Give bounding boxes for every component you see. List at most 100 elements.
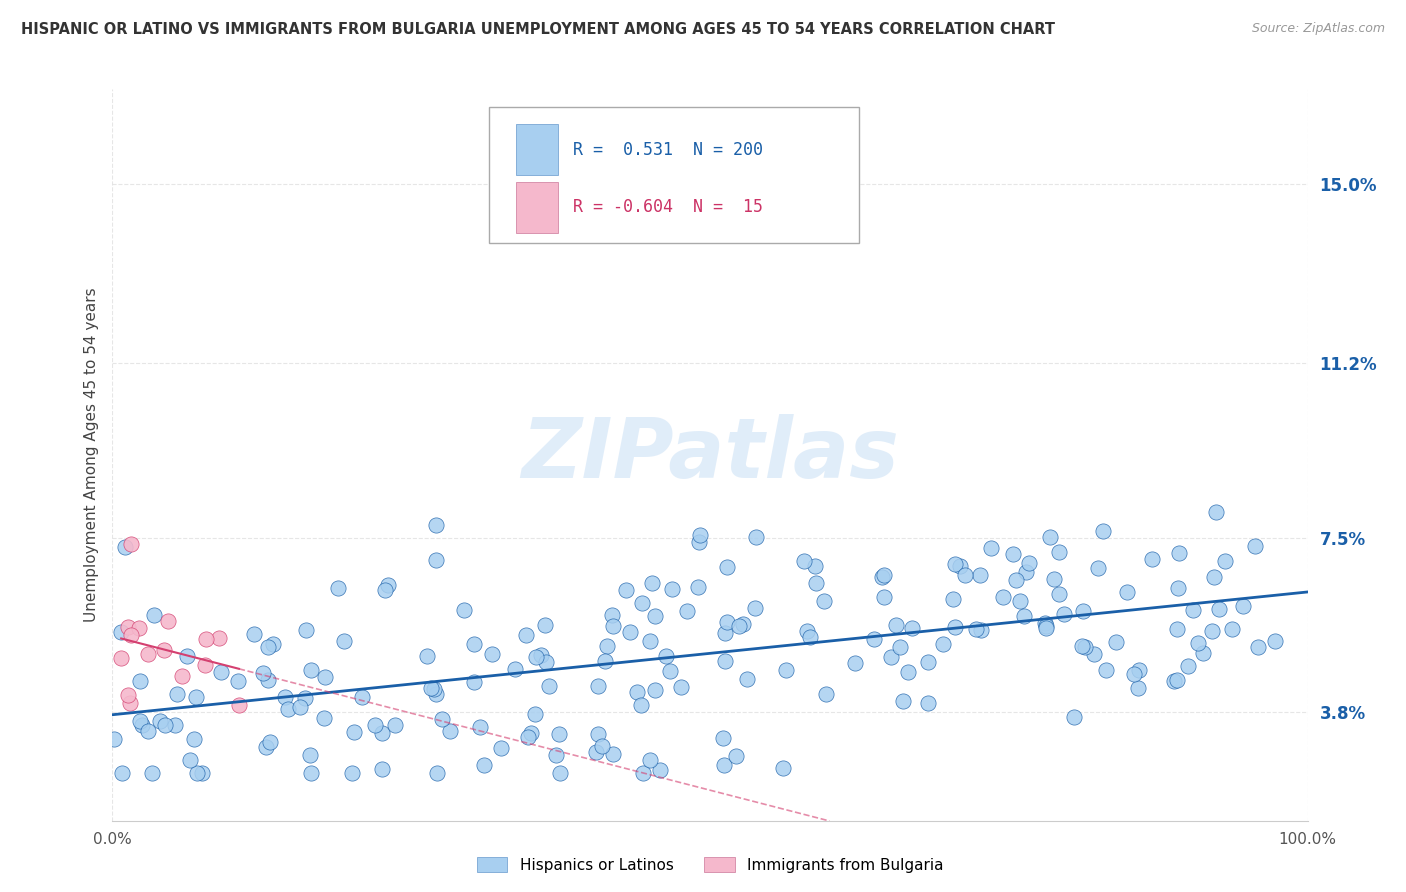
Point [1071, 639, 1094, 653]
Point [149, 714, 172, 729]
Point [631, 596, 654, 610]
Point [226, 673, 249, 688]
Point [170, 668, 193, 682]
Point [932, 637, 955, 651]
Point [1201, 624, 1223, 639]
Point [470, 720, 492, 734]
Point [714, 654, 737, 668]
Point [503, 662, 526, 676]
Point [1012, 609, 1035, 624]
Point [326, 581, 349, 595]
Point [1047, 545, 1070, 559]
Point [901, 620, 924, 634]
Point [166, 687, 188, 701]
Point [965, 622, 987, 636]
Point [980, 541, 1002, 555]
Point [277, 702, 299, 716]
Point [1005, 573, 1028, 587]
Point [745, 530, 768, 544]
Point [735, 672, 758, 686]
Point [103, 732, 125, 747]
Point [129, 674, 152, 689]
Point [195, 632, 218, 646]
Point [117, 620, 139, 634]
Point [1126, 681, 1149, 696]
Point [432, 712, 454, 726]
Point [208, 631, 231, 645]
Point [419, 681, 441, 695]
Point [256, 640, 278, 654]
Point [136, 647, 159, 661]
Point [1232, 599, 1254, 613]
Point [117, 688, 139, 702]
Point [641, 575, 664, 590]
Point [333, 634, 356, 648]
Point [1205, 505, 1227, 519]
Point [1140, 551, 1163, 566]
Point [191, 766, 214, 780]
Point [804, 559, 827, 574]
Point [873, 590, 896, 604]
Point [254, 740, 277, 755]
Point [676, 604, 699, 618]
Point [733, 617, 755, 632]
Point [1208, 602, 1230, 616]
Point [294, 690, 316, 705]
Point [813, 594, 835, 608]
Point [728, 619, 751, 633]
Point [714, 626, 737, 640]
Point [163, 718, 186, 732]
Point [775, 663, 797, 677]
Point [596, 640, 619, 654]
Point [314, 670, 336, 684]
Point [1053, 607, 1076, 621]
Point [312, 711, 335, 725]
Point [128, 714, 150, 729]
Point [591, 739, 613, 753]
Text: ZIPatlas: ZIPatlas [522, 415, 898, 495]
Point [252, 666, 274, 681]
Y-axis label: Unemployment Among Ages 45 to 54 years: Unemployment Among Ages 45 to 54 years [83, 287, 98, 623]
Point [534, 618, 557, 632]
Point [796, 624, 818, 639]
Point [295, 623, 318, 637]
Point [153, 642, 176, 657]
Point [588, 679, 610, 693]
Point [183, 732, 205, 747]
Point [1035, 619, 1057, 633]
Point [1192, 647, 1215, 661]
Point [1177, 659, 1199, 673]
Point [585, 745, 607, 759]
Point [157, 614, 180, 628]
Point [193, 658, 215, 673]
Point [1018, 556, 1040, 570]
Point [631, 766, 654, 780]
Point [804, 576, 827, 591]
Point [299, 766, 322, 780]
Point [772, 761, 794, 775]
Point [593, 654, 616, 668]
Point [815, 687, 838, 701]
Point [1087, 561, 1109, 575]
Point [118, 697, 141, 711]
Point [416, 649, 439, 664]
Point [1015, 565, 1038, 579]
Point [725, 748, 748, 763]
Point [537, 680, 560, 694]
Point [880, 650, 903, 665]
Point [242, 627, 264, 641]
Point [711, 731, 734, 745]
Point [131, 718, 153, 732]
Point [1091, 524, 1114, 539]
Point [1083, 648, 1105, 662]
Point [619, 625, 641, 640]
Point [671, 680, 693, 694]
Text: R = -0.604  N =  15: R = -0.604 N = 15 [572, 198, 762, 216]
Point [716, 615, 738, 630]
Text: HISPANIC OR LATINO VS IMMIGRANTS FROM BULGARIA UNEMPLOYMENT AMONG AGES 45 TO 54 : HISPANIC OR LATINO VS IMMIGRANTS FROM BU… [21, 22, 1054, 37]
Point [342, 766, 364, 780]
Point [209, 665, 232, 680]
Point [917, 696, 939, 710]
Point [1001, 547, 1024, 561]
Point [110, 624, 132, 639]
